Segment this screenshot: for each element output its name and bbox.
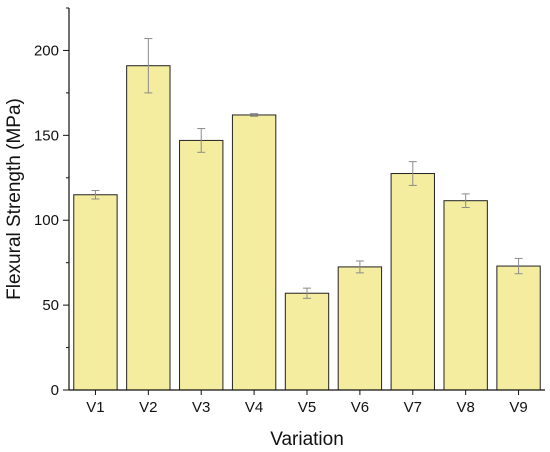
x-axis-title: Variation: [270, 429, 344, 450]
error-bar-v5: [303, 287, 311, 299]
y-tick-label: 200: [34, 42, 59, 59]
bar-v9: [496, 265, 541, 391]
bar-v4: [231, 114, 277, 391]
y-tick-label: 100: [34, 212, 59, 229]
error-bar-v1: [91, 190, 100, 200]
error-bar-v9: [514, 257, 523, 275]
x-tick-label: V6: [351, 399, 369, 416]
y-axis-title: Flexural Strength (MPa): [4, 98, 25, 300]
x-tick-label: V7: [404, 399, 422, 416]
bar-v7: [390, 173, 435, 391]
x-tick-label: V2: [139, 399, 157, 416]
error-bar-v8: [461, 193, 470, 208]
x-tick-label: V9: [509, 399, 527, 416]
x-tick-label: V1: [86, 399, 104, 416]
bar-v3: [179, 139, 224, 391]
bar-v2: [126, 65, 171, 391]
bar-v8: [443, 200, 488, 391]
error-bar-v7: [408, 161, 417, 186]
x-ticks-group: V1 V2 V3 V4 V5 V6 V7 V8 V9: [86, 390, 528, 416]
bar-v6: [337, 266, 383, 391]
y-tick-label: 50: [42, 297, 59, 314]
bars-group: [73, 65, 541, 391]
bar-v1: [73, 194, 118, 391]
x-tick-label: V4: [245, 399, 263, 416]
error-bar-v3: [197, 128, 206, 153]
y-tick-label: 0: [51, 382, 59, 399]
x-tick-label: V5: [298, 399, 316, 416]
bar-v5: [284, 292, 330, 391]
y-ticks-group: 0 50 100 150 200: [34, 7, 69, 399]
y-tick-label: 150: [34, 127, 59, 144]
error-bar-v4: [250, 113, 259, 117]
x-tick-label: V3: [192, 399, 210, 416]
error-bar-v6: [355, 260, 364, 274]
error-bar-v2: [144, 38, 153, 94]
error-bars-group: [91, 38, 523, 299]
x-tick-label: V8: [456, 399, 474, 416]
